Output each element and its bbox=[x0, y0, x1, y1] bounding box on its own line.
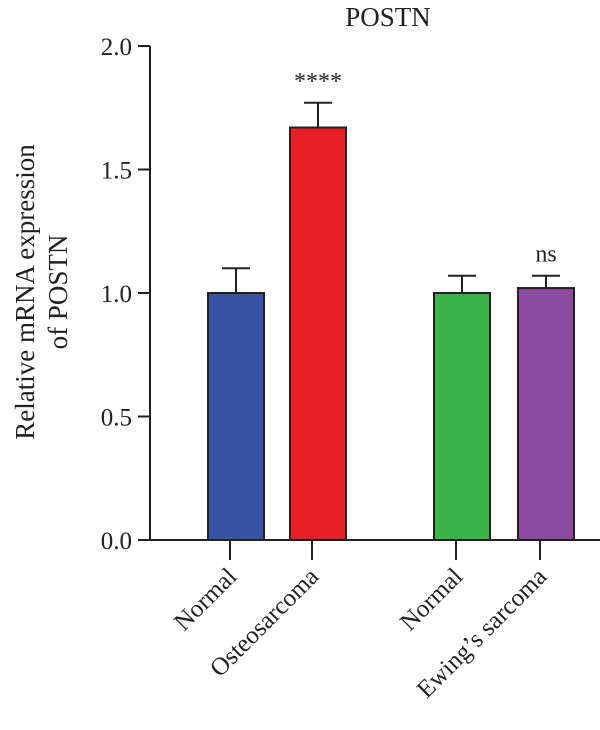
significance-annotation: **** bbox=[294, 69, 342, 95]
category-label: Normal bbox=[395, 563, 468, 636]
significance-annotation: ns bbox=[535, 242, 556, 268]
error-bars-group bbox=[222, 101, 560, 293]
y-axis: 0.0 0.5 1.0 1.5 2.0 bbox=[101, 34, 151, 555]
annotations-group: **** ns bbox=[294, 69, 557, 268]
bar bbox=[433, 292, 491, 541]
y-axis-label-line-2: of POSTN bbox=[43, 235, 73, 350]
y-tick-label: 1.0 bbox=[101, 281, 132, 308]
y-tick-label: 2.0 bbox=[101, 34, 132, 61]
bar bbox=[207, 292, 265, 541]
bar bbox=[289, 126, 347, 541]
y-axis-label-line-1: Relative mRNA expression bbox=[10, 144, 40, 440]
x-axis bbox=[150, 539, 600, 560]
y-tick-label: 0.5 bbox=[101, 405, 132, 432]
chart-title: POSTN bbox=[345, 2, 431, 32]
category-label: Normal bbox=[169, 563, 242, 636]
bar bbox=[517, 287, 575, 541]
y-tick-label: 0.0 bbox=[101, 528, 132, 555]
bars-group bbox=[207, 126, 575, 541]
y-tick-label: 1.5 bbox=[101, 158, 132, 185]
